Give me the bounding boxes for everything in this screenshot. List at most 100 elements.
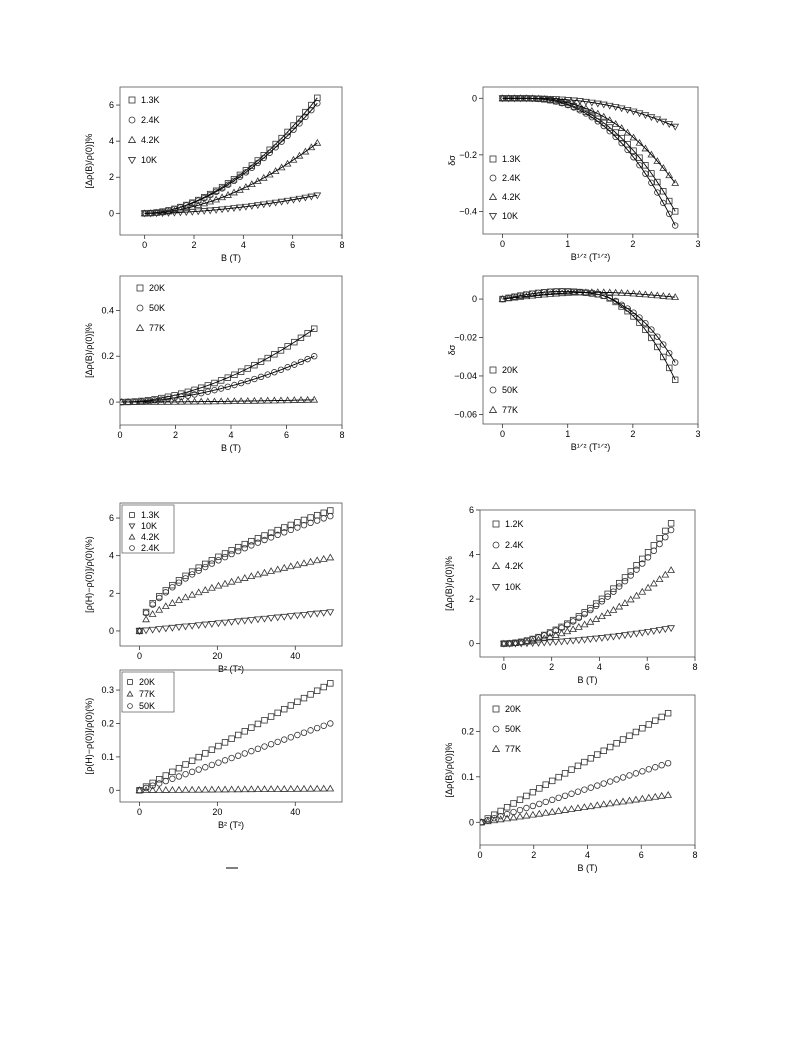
y-tick-label: 0 <box>109 626 114 636</box>
data-point <box>254 720 262 728</box>
data-point <box>248 542 255 549</box>
data-point <box>603 634 612 642</box>
data-point <box>587 604 594 612</box>
data-point <box>609 633 618 641</box>
data-point <box>654 333 661 340</box>
y-tick-label: 0 <box>472 93 477 103</box>
legend-label: 2.4K <box>141 543 160 553</box>
data-point <box>208 560 216 567</box>
data-point <box>188 768 196 776</box>
data-point <box>224 181 232 188</box>
data-point <box>181 623 190 631</box>
data-point <box>217 385 225 392</box>
x-axis-label: B¹ᐟ² (T¹ᐟ²) <box>571 442 611 452</box>
x-tick-label: 6 <box>639 850 644 860</box>
data-point <box>182 770 189 778</box>
data-point <box>161 625 170 633</box>
data-point <box>484 815 491 822</box>
data-point <box>306 784 315 792</box>
data-point <box>604 590 611 598</box>
data-point <box>195 564 202 571</box>
data-point <box>307 514 314 521</box>
data-point <box>624 146 631 154</box>
data-point <box>575 614 583 622</box>
x-tick-label: 0 <box>137 651 142 661</box>
data-point <box>207 583 216 591</box>
x-tick-label: 2 <box>630 429 635 439</box>
data-point <box>644 793 653 801</box>
data-point <box>503 810 511 818</box>
data-point <box>671 179 680 186</box>
data-point <box>274 738 281 746</box>
plot-area <box>499 520 676 648</box>
data-point <box>618 139 625 147</box>
legend-label: 20K <box>505 704 521 714</box>
legend-label: 4.2K <box>502 192 521 202</box>
legend-marker <box>135 323 145 331</box>
data-point <box>217 377 225 384</box>
data-point <box>136 787 143 794</box>
data-point <box>140 210 149 218</box>
data-point <box>195 197 202 204</box>
data-point <box>156 594 163 602</box>
data-point <box>641 144 650 152</box>
data-point <box>142 784 150 792</box>
data-point <box>291 361 298 368</box>
data-point <box>175 785 183 793</box>
data-point <box>609 605 618 613</box>
data-point <box>311 353 318 360</box>
series-20K <box>136 680 334 794</box>
data-point <box>598 612 606 620</box>
x-tick-label: 1 <box>565 239 570 249</box>
data-point <box>592 602 600 610</box>
data-point <box>327 507 334 514</box>
data-point <box>306 611 315 619</box>
data-point <box>660 341 667 348</box>
data-point <box>300 729 308 736</box>
data-point <box>162 772 169 779</box>
data-point <box>606 743 614 751</box>
data-point <box>221 739 229 746</box>
data-point <box>320 722 327 729</box>
data-point <box>301 147 310 155</box>
data-point <box>587 784 595 791</box>
series-50K <box>136 720 334 794</box>
fit-line <box>144 142 318 214</box>
data-point <box>273 565 282 573</box>
x-tick-label: 4 <box>241 240 246 250</box>
data-point <box>658 762 665 769</box>
data-point <box>221 757 229 764</box>
data-point <box>241 540 248 548</box>
series-2.4K <box>136 512 334 635</box>
data-point <box>304 355 311 363</box>
data-point <box>624 305 631 312</box>
data-point <box>221 619 229 627</box>
x-tick-label: 0 <box>500 239 505 249</box>
data-point <box>228 735 235 742</box>
data-point <box>636 314 643 321</box>
panel-h: 0 2 4 6 8 0 0.1 0.2 B (T) [Δρ(B)/ρ(0)]% 20K 50K 77K <box>444 694 698 873</box>
data-point <box>610 585 617 592</box>
data-point <box>655 575 664 583</box>
data-point <box>647 150 656 158</box>
data-point <box>632 728 640 736</box>
series-2.4K <box>141 100 321 217</box>
data-point <box>648 334 655 342</box>
data-point <box>592 600 600 607</box>
data-point <box>148 626 157 634</box>
data-point <box>280 785 289 792</box>
data-point <box>267 567 276 574</box>
data-point <box>626 595 635 603</box>
data-point <box>307 727 314 734</box>
data-point <box>204 382 212 389</box>
data-point <box>667 566 676 573</box>
data-point <box>227 619 236 626</box>
data-point <box>313 138 322 146</box>
data-point <box>228 547 235 554</box>
data-point <box>534 635 543 643</box>
x-tick-label: 0 <box>142 240 147 250</box>
data-point <box>234 543 242 551</box>
data-point <box>574 637 583 645</box>
legend-label: 1.3K <box>141 95 160 105</box>
